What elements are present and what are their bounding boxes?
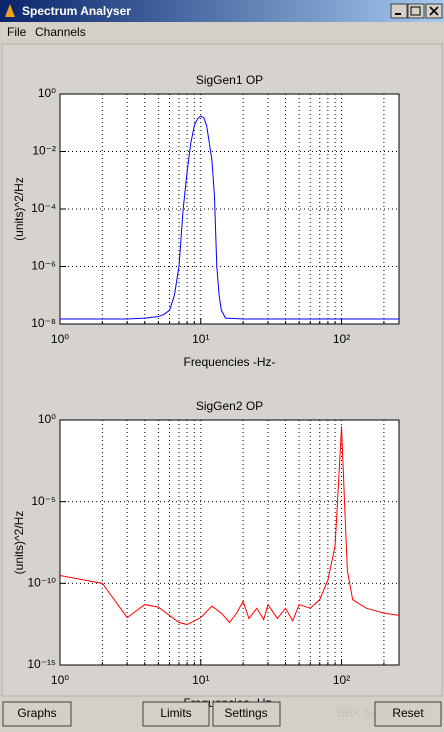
title-bar xyxy=(0,0,444,22)
y-tick-label: 10⁰ xyxy=(38,412,56,426)
y-tick-label: 10⁻⁵ xyxy=(31,494,56,508)
x-tick-label: 10¹ xyxy=(192,673,209,687)
close-icon xyxy=(429,6,439,16)
y-tick-label: 10⁻² xyxy=(32,144,56,158)
y-axis-label: (units)^2/Hz xyxy=(12,177,26,241)
x-tick-label: 10² xyxy=(333,332,350,346)
y-tick-label: 10⁰ xyxy=(38,86,56,100)
y-tick-label: 10⁻⁶ xyxy=(31,259,56,273)
chart-title: SigGen1 OP xyxy=(196,73,263,87)
button-bar: Graphs Limits Settings Reset xyxy=(2,701,442,727)
app-icon xyxy=(5,4,15,17)
x-tick-label: 10¹ xyxy=(192,332,209,346)
x-tick-label: 10⁰ xyxy=(51,673,69,687)
chart-title: SigGen2 OP xyxy=(196,399,263,413)
y-tick-label: 10⁻¹⁵ xyxy=(27,657,56,671)
menu-item[interactable]: File xyxy=(7,25,27,39)
window-title: Spectrum Analyser xyxy=(22,4,131,18)
plot-border xyxy=(59,419,400,666)
minimize-button[interactable] xyxy=(390,3,408,19)
x-axis-label: Frequencies -Hz- xyxy=(183,355,275,369)
button-label[interactable]: Reset xyxy=(392,706,424,720)
data-line xyxy=(60,115,399,320)
settings-button[interactable] xyxy=(212,701,281,727)
y-axis-label: (units)^2/Hz xyxy=(12,511,26,575)
button-label[interactable]: Settings xyxy=(224,706,267,720)
y-tick-label: 10⁻⁸ xyxy=(31,316,56,330)
maximize-button[interactable] xyxy=(407,3,425,19)
button-label[interactable]: Limits xyxy=(160,706,191,720)
maximize-icon xyxy=(410,6,421,16)
reset-button[interactable] xyxy=(374,701,442,727)
limits-button[interactable] xyxy=(142,701,210,727)
plot-area xyxy=(59,419,400,666)
x-tick-label: 10⁰ xyxy=(51,332,69,346)
y-tick-label: 10⁻¹⁰ xyxy=(28,576,57,590)
x-tick-label: 10² xyxy=(333,673,350,687)
y-tick-label: 10⁻⁴ xyxy=(31,201,56,215)
button-label[interactable]: Graphs xyxy=(17,706,56,720)
graphs-button[interactable] xyxy=(2,701,72,727)
window-controls[interactable] xyxy=(390,3,443,19)
data-line xyxy=(59,426,400,626)
menu-item[interactable]: Channels xyxy=(35,25,86,39)
plot-border xyxy=(59,93,400,325)
